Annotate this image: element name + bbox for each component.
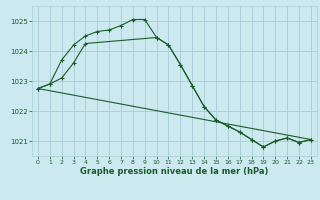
X-axis label: Graphe pression niveau de la mer (hPa): Graphe pression niveau de la mer (hPa) <box>80 167 268 176</box>
